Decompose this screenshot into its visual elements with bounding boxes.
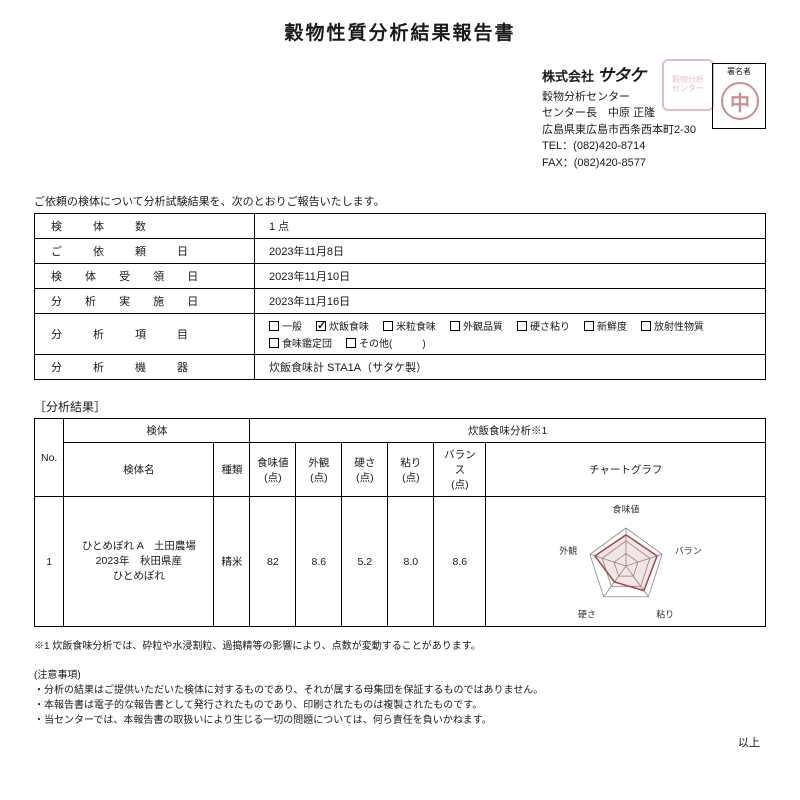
checkbox-label: 米粒食味	[396, 318, 436, 333]
radar-chart: 食味値バランス粘り 硬さ 外観	[551, 502, 701, 622]
checkbox-icon	[641, 321, 651, 331]
report-title: 穀物性質分析結果報告書	[34, 18, 766, 45]
notes-block: (注意事項) ・分析の結果はご提供いただいた検体に対するものであり、それが属する…	[34, 668, 766, 728]
checkbox-item: 外観品質	[450, 318, 503, 333]
checkbox-item: 硬さ粘り	[517, 318, 570, 333]
col-chart: チャートグラフ	[486, 443, 766, 497]
col-taste: 食味値 (点)	[250, 443, 296, 497]
checkbox-label: 食味鑑定団	[282, 335, 332, 350]
checkbox-icon	[346, 338, 356, 348]
col-stick: 粘り (点)	[388, 443, 434, 497]
checkbox-icon	[269, 338, 279, 348]
svg-text:バランス: バランス	[674, 546, 700, 556]
row-taste: 82	[250, 497, 296, 627]
intro-text: ご依頼の検体について分析試験結果を、次のとおりご報告いたします。	[34, 193, 766, 209]
col-group-analysis: 炊飯食味分析※1	[250, 419, 766, 443]
checkbox-icon	[517, 321, 527, 331]
checkbox-label: 外観品質	[463, 318, 503, 333]
info-label: 検 体 受 領 日	[35, 264, 255, 289]
seal-round-icon: 中	[721, 82, 759, 120]
svg-text:外観: 外観	[559, 545, 577, 556]
svg-text:食味値: 食味値	[612, 503, 639, 514]
company-info: 株式会社 サタケ 穀物分析センター センター長 中原 正隆 広島県東広島市西条西…	[542, 63, 696, 171]
svg-text:粘り: 粘り	[656, 608, 674, 619]
analysis-items-label: 分 析 項 目	[35, 314, 255, 355]
row-appear: 8.6	[296, 497, 342, 627]
checkbox-label: 炊飯食味	[329, 318, 369, 333]
checkbox-item: 米粒食味	[383, 318, 436, 333]
checkbox-item: 食味鑑定団	[269, 335, 332, 350]
info-label: 検 体 数	[35, 214, 255, 239]
checkbox-label: 放射性物質	[654, 318, 704, 333]
col-group-sample: 検体	[64, 419, 250, 443]
col-hard: 硬さ (点)	[342, 443, 388, 497]
footnote: ※1 炊飯食味分析では、砕粒や水浸割粒、過搗精等の影響により、点数が変動すること…	[34, 637, 766, 652]
company-fax: FAX：(082)420-8577	[542, 155, 696, 172]
checkbox-label: 硬さ粘り	[530, 318, 570, 333]
row-type: 精米	[214, 497, 250, 627]
checkbox-item: 一般	[269, 318, 302, 333]
company-tel: TEL：(082)420-8714	[542, 138, 696, 155]
company-prefix: 株式会社	[542, 69, 594, 84]
info-value: 2023年11月10日	[255, 264, 766, 289]
info-label: 分 析 実 施 日	[35, 289, 255, 314]
col-appear: 外観 (点)	[296, 443, 342, 497]
col-type: 種類	[214, 443, 250, 497]
checkbox-icon	[584, 321, 594, 331]
seal-square-icon: 穀物分析センター	[662, 59, 714, 111]
machine-value: 炊飯食味計 STA1A（サタケ製）	[255, 355, 766, 380]
svg-text:硬さ: 硬さ	[578, 609, 596, 619]
col-balance: バランス (点)	[434, 443, 486, 497]
company-line3: 広島県東広島市西条西本町2-30	[542, 122, 696, 139]
checkbox-item: 放射性物質	[641, 318, 704, 333]
info-value: 2023年11月16日	[255, 289, 766, 314]
results-table: No. 検体 炊飯食味分析※1 検体名 種類 食味値 (点) 外観 (点) 硬さ…	[34, 418, 766, 627]
row-balance: 8.6	[434, 497, 486, 627]
note-line: ・分析の結果はご提供いただいた検体に対するものであり、それが属する母集団を保証す…	[34, 683, 766, 698]
header-block: 株式会社 サタケ 穀物分析センター センター長 中原 正隆 広島県東広島市西条西…	[34, 63, 766, 171]
info-label: ご 依 頼 日	[35, 239, 255, 264]
end-text: 以上	[34, 734, 766, 750]
note-line: ・本報告書は電子的な報告書として発行されたものであり、印刷されたものは複製された…	[34, 698, 766, 713]
checkbox-item: 炊飯食味	[316, 318, 369, 333]
notes-header: (注意事項)	[34, 668, 766, 683]
checkbox-label: 新鮮度	[597, 318, 627, 333]
results-header: ［分析結果］	[34, 398, 766, 415]
note-line: ・当センターでは、本報告書の取扱いにより生じる一切の問題については、何ら責任を負…	[34, 713, 766, 728]
col-no: No.	[35, 419, 64, 497]
analysis-items-cell: 一般 炊飯食味 米粒食味 外観品質 硬さ粘り 新鮮度 放射性物質食味鑑定団 その他( )	[255, 314, 766, 355]
checkbox-label: 一般	[282, 318, 302, 333]
checkbox-icon	[383, 321, 393, 331]
checkbox-label: その他( )	[359, 335, 426, 350]
checkbox-icon	[269, 321, 279, 331]
info-value: 1 点	[255, 214, 766, 239]
row-hard: 5.2	[342, 497, 388, 627]
row-name: ひとめぼれ A 土田農場 2023年 秋田県産 ひとめぼれ	[64, 497, 214, 627]
info-table: 検 体 数1 点ご 依 頼 日2023年11月8日検 体 受 領 日2023年1…	[34, 213, 766, 380]
checkbox-item: 新鮮度	[584, 318, 627, 333]
company-brand: サタケ	[597, 66, 645, 85]
checkbox-item: その他( )	[346, 335, 426, 350]
signature-box: 署名者 中	[712, 63, 766, 129]
row-chart: 食味値バランス粘り 硬さ 外観	[486, 497, 766, 627]
machine-label: 分 析 機 器	[35, 355, 255, 380]
checkbox-icon	[450, 321, 460, 331]
row-stick: 8.0	[388, 497, 434, 627]
checkbox-icon	[316, 321, 326, 331]
row-no: 1	[35, 497, 64, 627]
info-value: 2023年11月8日	[255, 239, 766, 264]
col-name: 検体名	[64, 443, 214, 497]
signature-label: 署名者	[713, 64, 765, 77]
